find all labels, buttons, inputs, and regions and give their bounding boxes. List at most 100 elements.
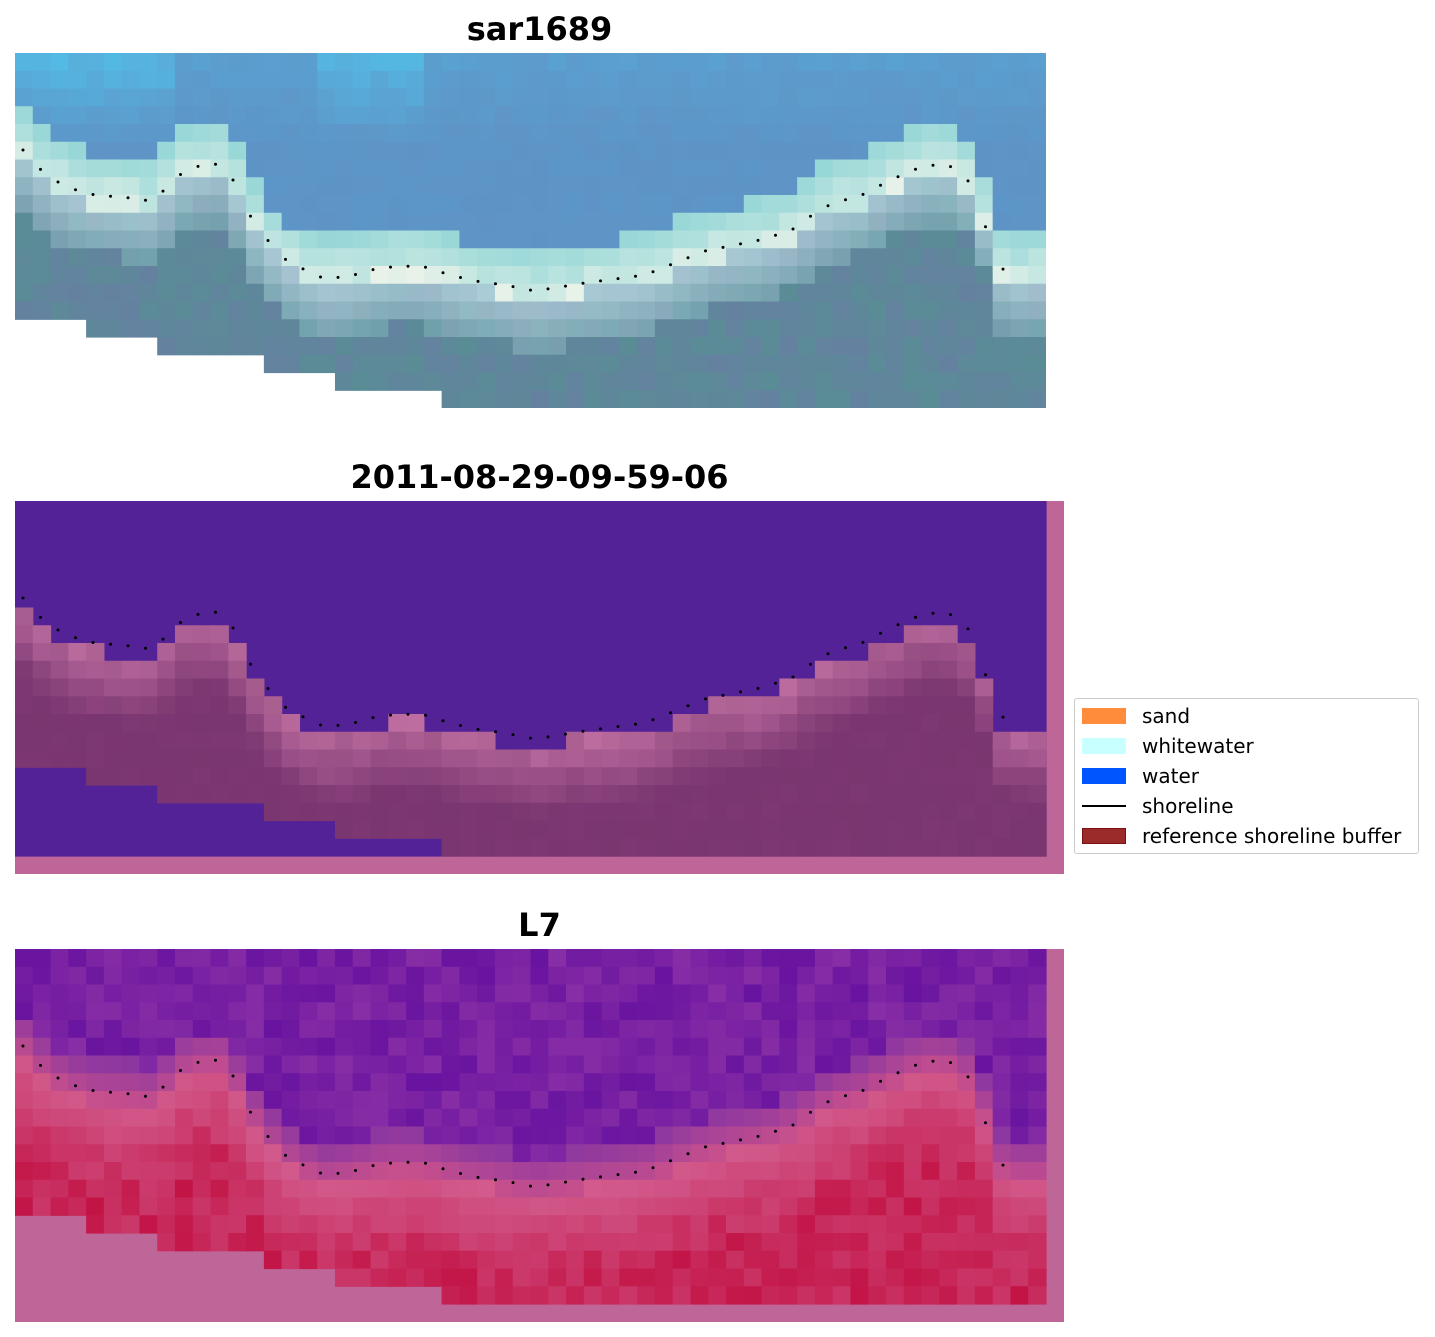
index-pixel	[477, 1286, 496, 1305]
index-pixel	[459, 1002, 478, 1021]
class-pixel	[654, 749, 674, 768]
rgb-pixel	[672, 70, 692, 90]
rgb-pixel	[957, 124, 976, 143]
rgb-pixel	[512, 177, 532, 196]
rgb-pixel	[761, 124, 780, 143]
class-pixel	[263, 714, 283, 733]
shoreline-dot	[826, 652, 830, 656]
rgb-pixel	[388, 283, 407, 303]
index-pixel	[423, 1108, 443, 1128]
rgb-pixel	[494, 301, 514, 320]
index-pixel	[1028, 1250, 1047, 1270]
rgb-pixel	[1010, 248, 1029, 267]
index-pixel	[50, 1144, 69, 1163]
rgb-pixel	[441, 266, 460, 285]
index-pixel	[246, 949, 265, 968]
rgb-pixel	[921, 159, 940, 178]
index-pixel	[477, 1215, 496, 1234]
rgb-pixel	[299, 248, 318, 267]
index-pixel	[281, 1020, 301, 1039]
rgb-pixel	[637, 177, 656, 196]
class-pixel	[352, 820, 372, 839]
index-pixel	[174, 1037, 194, 1057]
rgb-pixel	[850, 53, 869, 72]
rgb-pixel	[814, 53, 834, 72]
rgb-pixel	[86, 319, 105, 338]
rgb-pixel	[15, 248, 34, 267]
index-pixel	[601, 1197, 620, 1216]
index-pixel	[583, 1215, 603, 1234]
index-pixel	[1028, 949, 1047, 968]
class-pixel	[921, 838, 940, 857]
index-pixel	[192, 984, 212, 1003]
rgb-pixel	[797, 212, 816, 232]
rgb-pixel	[583, 230, 603, 249]
index-pixel	[850, 1215, 869, 1234]
rgb-pixel	[1010, 337, 1029, 356]
rgb-pixel	[139, 159, 158, 178]
shoreline-dot	[826, 204, 830, 208]
index-pixel	[761, 1233, 780, 1252]
class-pixel	[868, 802, 887, 822]
index-pixel	[992, 1197, 1012, 1216]
rgb-pixel	[708, 248, 727, 267]
class-pixel	[459, 731, 478, 751]
rgb-pixel	[743, 159, 763, 178]
rgb-pixel	[548, 124, 567, 143]
index-pixel	[281, 1162, 301, 1181]
rgb-pixel	[15, 106, 34, 125]
rgb-pixel	[637, 390, 656, 408]
index-pixel	[974, 966, 994, 986]
class-pixel	[939, 731, 958, 751]
rgb-pixel	[494, 70, 514, 90]
rgb-pixel	[832, 195, 852, 214]
index-pixel	[1028, 1055, 1047, 1074]
index-pixel	[690, 1020, 709, 1039]
class-pixel	[957, 714, 976, 733]
class-pixel	[832, 714, 852, 733]
index-pixel	[530, 1037, 549, 1057]
rgb-pixel	[548, 266, 567, 285]
rgb-pixel	[68, 124, 87, 143]
index-pixel	[317, 966, 336, 986]
index-pixel	[459, 1197, 478, 1216]
shoreline-dot	[21, 148, 25, 152]
class-pixel	[494, 767, 514, 786]
rgb-pixel	[228, 283, 247, 303]
index-pixel	[779, 966, 798, 986]
class-pixel	[512, 802, 532, 822]
index-pixel	[317, 1002, 336, 1021]
rgb-pixel	[726, 354, 745, 374]
index-pixel	[921, 1233, 940, 1252]
rgb-pixel	[637, 230, 656, 249]
rgb-pixel	[494, 106, 514, 125]
class-pixel	[832, 731, 852, 751]
rgb-pixel	[583, 177, 603, 196]
rgb-pixel	[228, 70, 247, 90]
class-pixel	[939, 785, 958, 804]
index-pixel	[15, 1055, 34, 1074]
index-pixel	[939, 1179, 958, 1199]
class-pixel	[619, 749, 638, 768]
class-pixel	[868, 696, 887, 715]
class-pixel	[868, 820, 887, 839]
class-pixel	[441, 749, 460, 768]
sand-swatch-icon	[1082, 708, 1126, 724]
index-pixel	[761, 1108, 780, 1128]
index-pixel	[814, 1233, 834, 1252]
class-pixel	[512, 785, 532, 804]
rgb-pixel	[992, 283, 1012, 303]
rgb-pixel	[50, 70, 69, 90]
index-pixel	[139, 1197, 158, 1216]
index-pixel	[15, 1162, 34, 1181]
index-pixel	[370, 1144, 389, 1163]
index-pixel	[921, 1197, 940, 1216]
index-pixel	[743, 1108, 763, 1128]
index-pixel	[1010, 1037, 1029, 1057]
rgb-pixel	[459, 88, 478, 107]
index-pixel	[15, 1197, 34, 1216]
rgb-pixel	[334, 53, 354, 72]
rgb-pixel	[939, 283, 958, 303]
class-pixel	[50, 643, 69, 662]
rgb-pixel	[50, 248, 69, 267]
